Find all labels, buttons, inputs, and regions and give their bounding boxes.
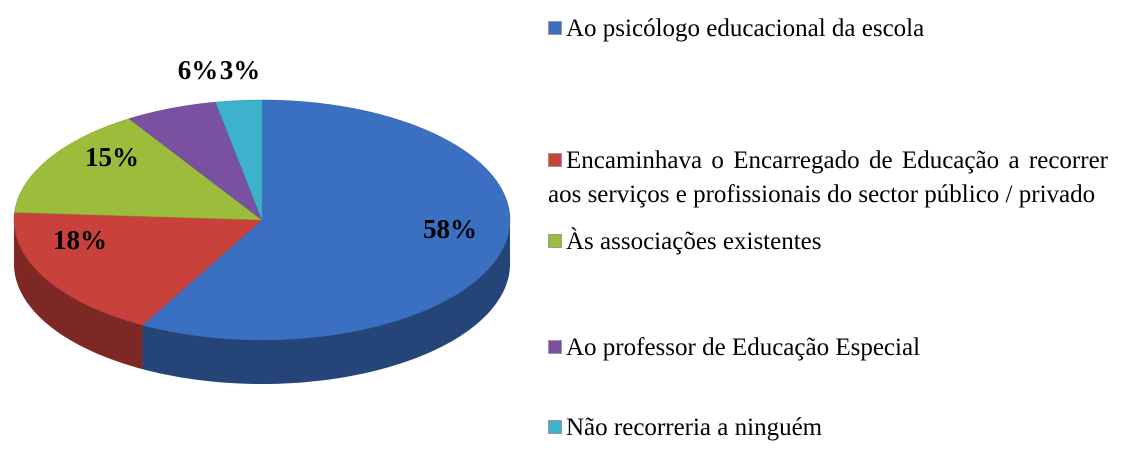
slice xyxy=(142,99,511,384)
data-label: 18% xyxy=(53,225,107,255)
legend-swatch xyxy=(548,21,562,35)
data-label: 6% xyxy=(178,55,219,85)
legend-label: Ao professor de Educação Especial xyxy=(566,334,921,361)
slice-top xyxy=(128,101,263,221)
data-label: 15% xyxy=(85,142,139,172)
legend-entry: Às associações existentes xyxy=(548,225,1108,259)
legend-label: Não recorreria a ninguém xyxy=(566,414,823,441)
slice xyxy=(13,212,263,370)
legend-entry: Encaminhava o Encarregado de Educação a … xyxy=(548,144,1108,212)
legend-swatch xyxy=(548,420,562,434)
slice-top xyxy=(13,212,263,326)
legend-entry: Ao professor de Educação Especial xyxy=(548,331,1108,365)
legend-entry: Não recorreria a ninguém xyxy=(548,411,1108,445)
data-label: 58% xyxy=(423,214,477,244)
legend-label: Ao psicólogo educacional da escola xyxy=(566,15,925,42)
slice xyxy=(215,99,263,221)
slice-side xyxy=(142,220,510,384)
slice-side xyxy=(14,220,143,370)
slice xyxy=(128,101,263,221)
slice xyxy=(14,118,263,221)
slice-top xyxy=(142,99,511,341)
slice-top xyxy=(215,99,263,221)
legend-label: Encaminhava o Encarregado de Educação a … xyxy=(548,147,1108,208)
data-label: 3% xyxy=(220,55,261,85)
legend-label: Às associações existentes xyxy=(566,228,822,255)
legend-swatch xyxy=(548,234,562,248)
slice-top xyxy=(14,118,263,221)
legend-entry: Ao psicólogo educacional da escola xyxy=(548,12,1108,46)
legend-swatch xyxy=(548,340,562,354)
pie-area: 58% 18% 15% 6% 3% xyxy=(13,55,511,384)
legend-swatch xyxy=(548,153,562,167)
